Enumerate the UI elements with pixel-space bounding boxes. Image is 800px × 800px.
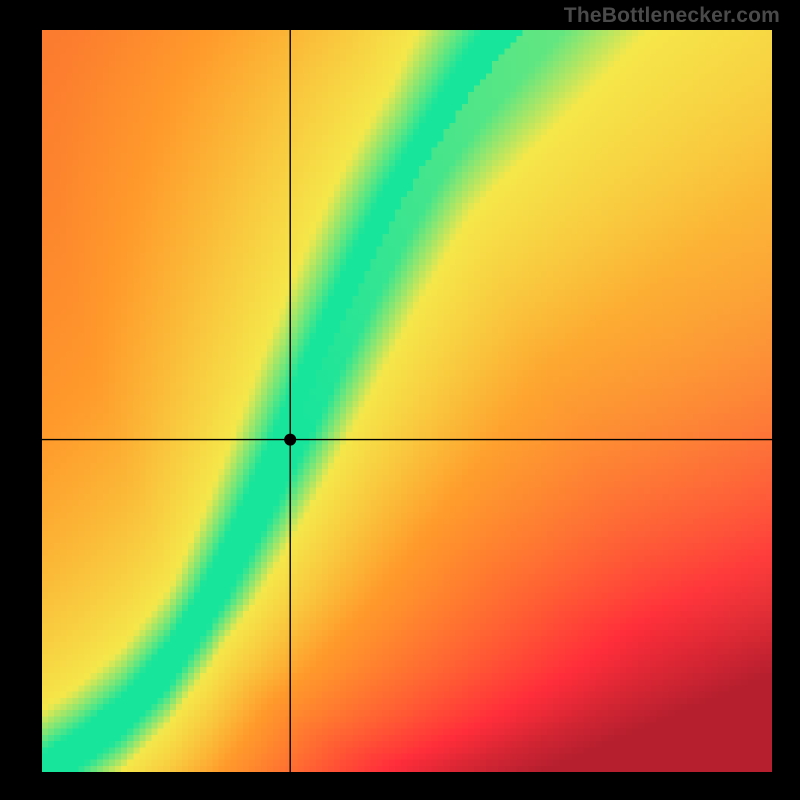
watermark-text: TheBottlenecker.com xyxy=(564,4,780,28)
heatmap-plot xyxy=(42,30,772,772)
chart-container: TheBottlenecker.com xyxy=(0,0,800,800)
